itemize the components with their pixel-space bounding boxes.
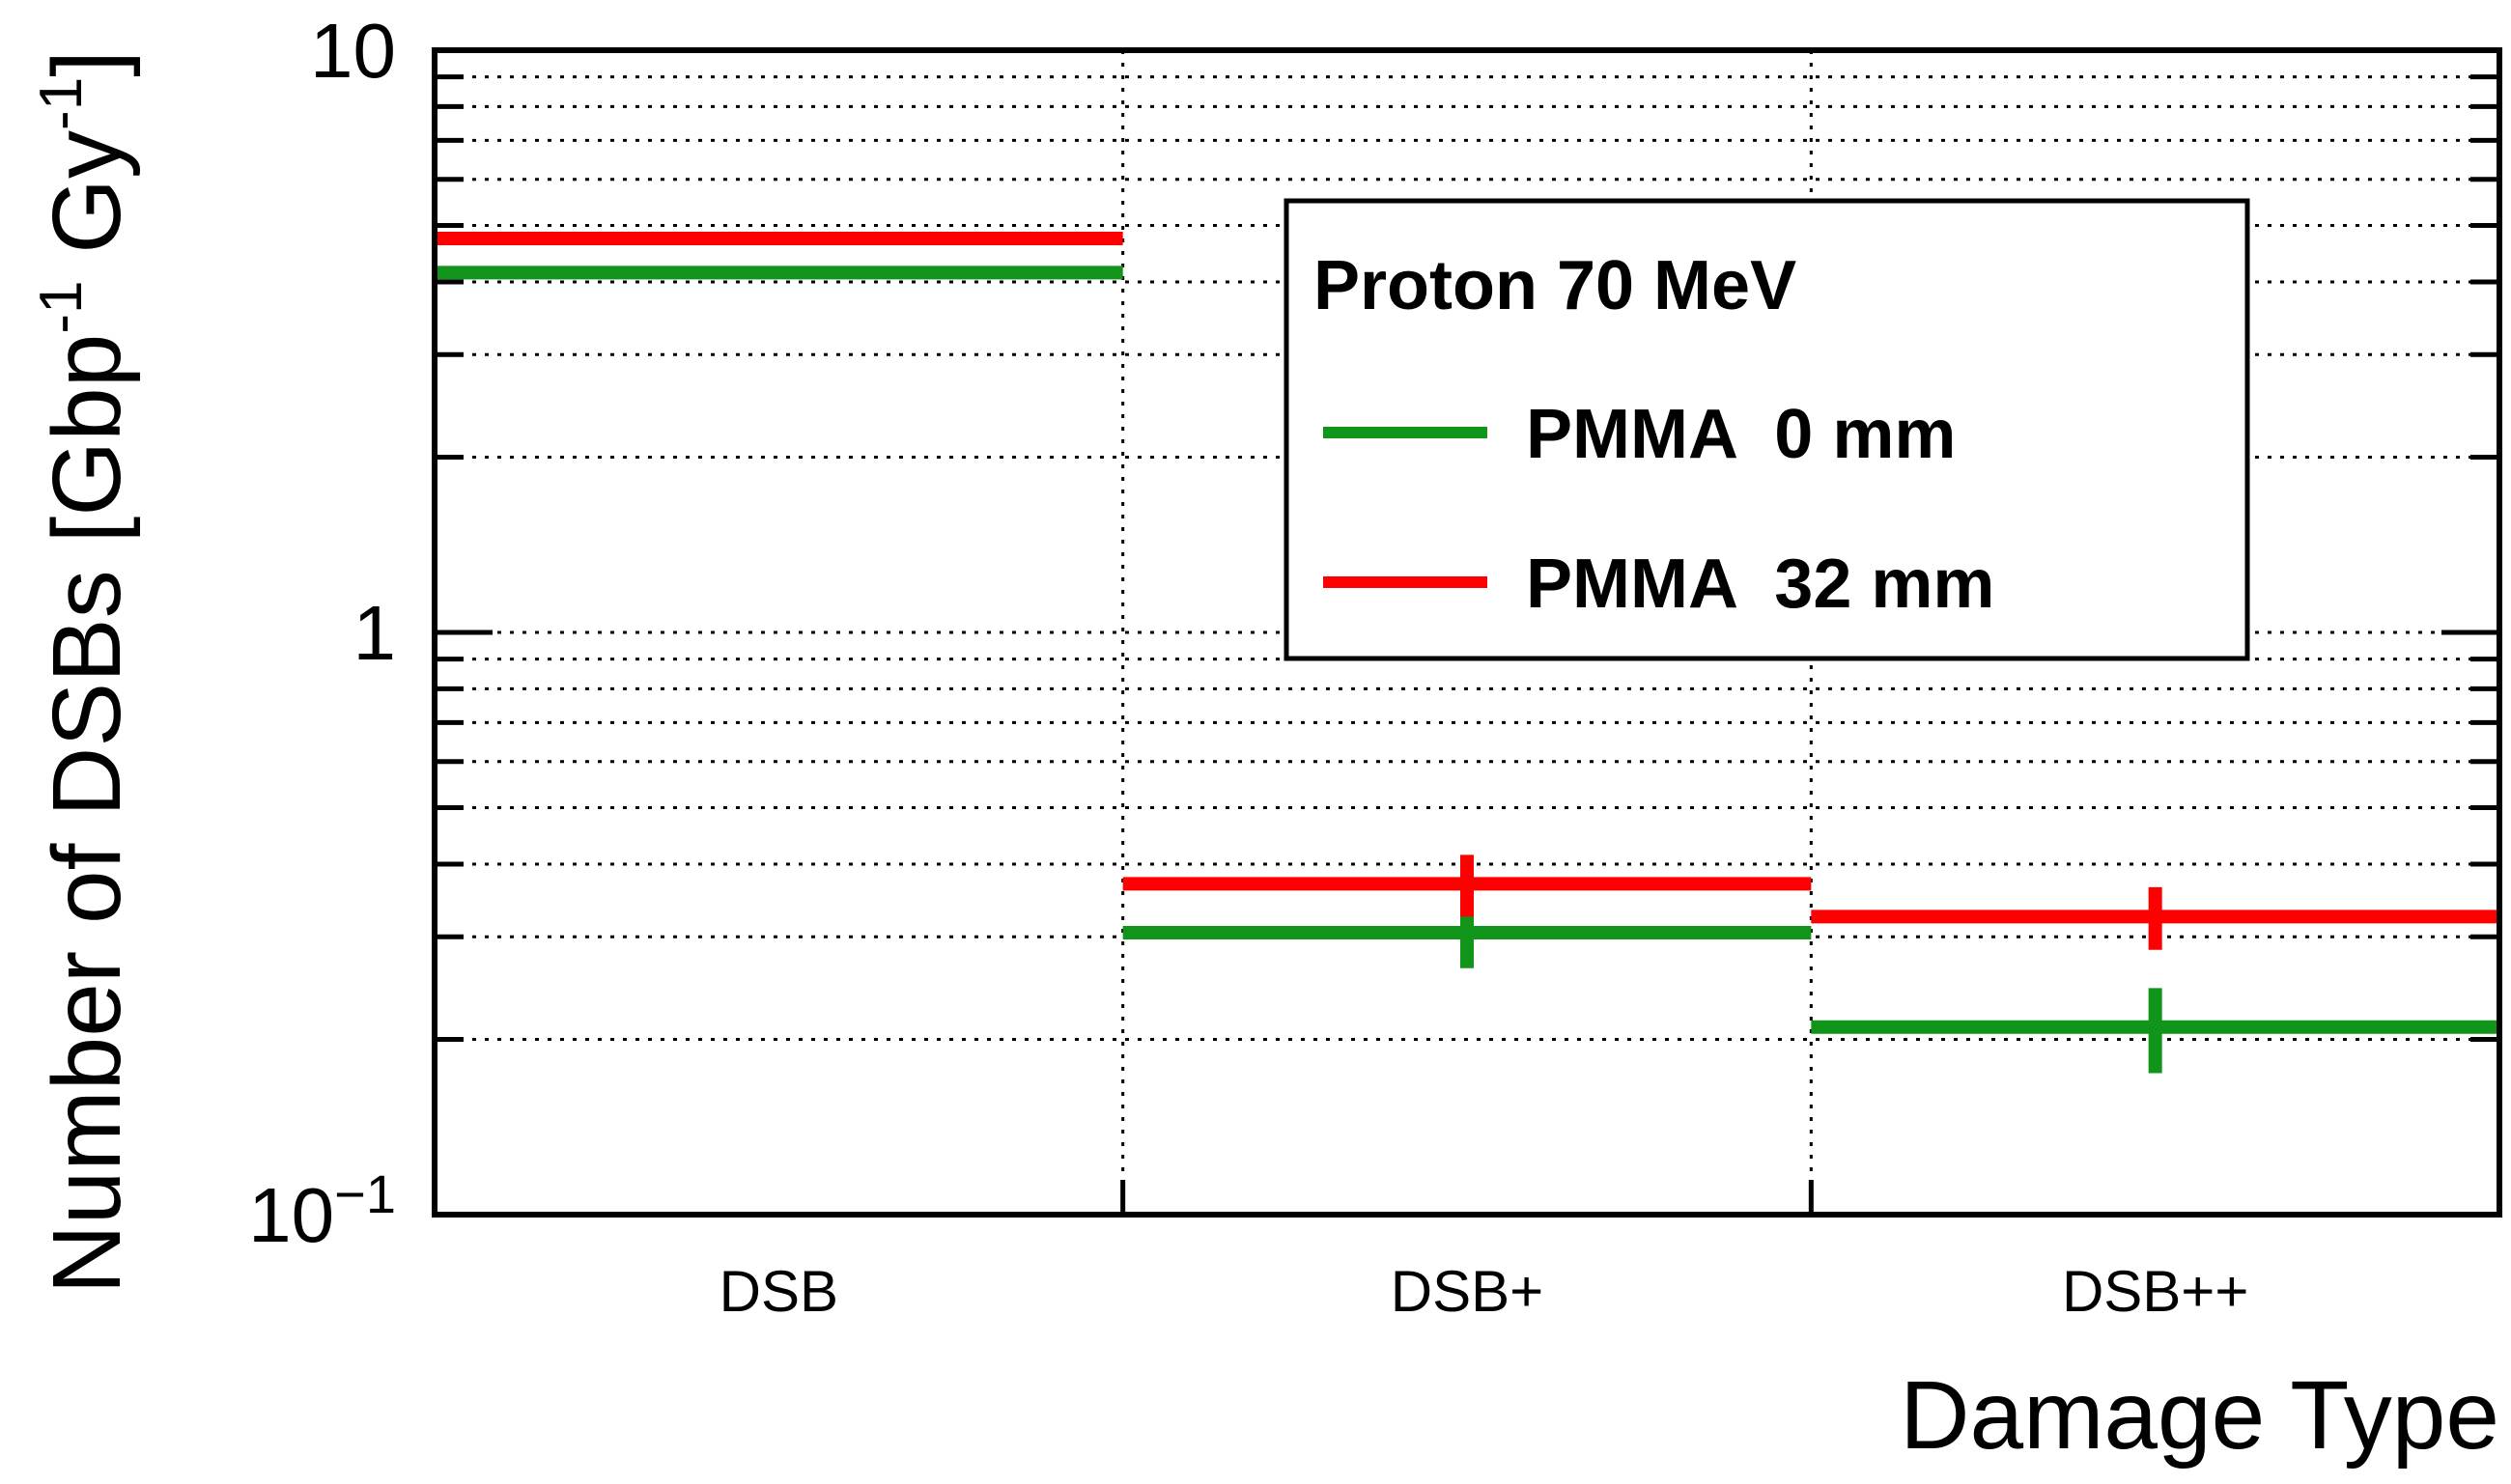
y-axis-title-exponent-2: -1 xyxy=(28,77,95,130)
y-tick-labels: 10 1 10−1 xyxy=(248,8,396,1258)
legend-label-pmma-0mm: PMMA 0 mm xyxy=(1526,396,1956,473)
y-axis-title-main: Number of DSBs [Gbp xyxy=(33,334,141,1295)
x-category-labels: DSB DSB+ DSB++ xyxy=(719,1259,2249,1324)
legend: Proton 70 MeV PMMA 0 mm PMMA 32 mm xyxy=(1284,198,2250,661)
y-tick-label: 10−1 xyxy=(248,1163,396,1258)
y-axis-title: Number of DSBs [Gbp-1 Gy-1] xyxy=(28,50,141,1294)
y-axis-title-unit: Gy xyxy=(33,130,141,281)
legend-label-pmma-32mm: PMMA 32 mm xyxy=(1526,546,1994,623)
plot-frame xyxy=(432,47,2502,1218)
legend-header: Proton 70 MeV xyxy=(1313,247,1796,324)
y-axis-title-exponent-1: -1 xyxy=(28,281,95,334)
x-category-label: DSB xyxy=(719,1259,838,1324)
x-axis-title: Damage Type xyxy=(1900,1361,2499,1470)
x-category-label: DSB+ xyxy=(1391,1259,1543,1324)
y-tick-label: 1 xyxy=(353,590,397,676)
y-axis-title-bracket: ] xyxy=(33,50,141,77)
y-tick-label: 10 xyxy=(310,8,396,94)
x-category-label: DSB++ xyxy=(2062,1259,2248,1324)
data-series xyxy=(435,231,2499,1074)
